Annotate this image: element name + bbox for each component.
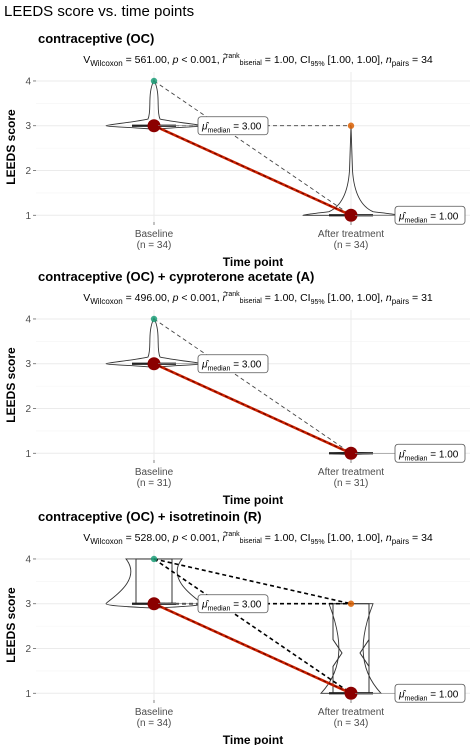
median-line-dash [153, 363, 352, 454]
median-label-box [394, 205, 466, 225]
median-label-baseline: μ̂median = 3.00 [158, 354, 269, 374]
boxplot-after [332, 603, 370, 694]
paired-line [153, 558, 352, 694]
stats-subtitle: VWilcoxon = 561.00, p < 0.001, r̂rankbis… [83, 52, 433, 68]
y-tick-label: 3 [25, 599, 31, 610]
x-tick-n: (n = 34) [334, 718, 369, 729]
y-tick-label: 2 [25, 644, 31, 655]
median-line-dash [153, 125, 352, 216]
median-dot-baseline [147, 357, 161, 371]
panel-title: contraceptive (OC) + isotretinoin (R) [38, 509, 262, 524]
x-tick-label: After treatment [318, 467, 384, 478]
y-tick-label: 1 [25, 449, 31, 460]
median-line-dash [153, 603, 352, 694]
median-label-box [394, 683, 466, 703]
panel-title: contraceptive (OC) + cyproterone acetate… [38, 269, 314, 284]
median-label-text: μ̂median = 3.00 [201, 599, 262, 613]
paired-line [153, 80, 352, 216]
median-label-text: μ̂median = 3.00 [201, 359, 262, 373]
median-label-box [394, 443, 466, 463]
y-tick-label: 1 [25, 211, 31, 222]
median-label-after: μ̂median = 1.00 [355, 683, 466, 703]
median-label-text: μ̂median = 1.00 [398, 688, 459, 702]
panel-2: contraceptive (OC) + cyproterone acetate… [4, 269, 470, 507]
paired-line [153, 558, 352, 605]
x-tick-n: (n = 34) [137, 718, 172, 729]
y-axis-title: LEEDS score [4, 347, 18, 423]
x-axis-title: Time point [223, 493, 283, 507]
point-after-3 [347, 122, 355, 129]
median-dot-baseline [147, 597, 161, 611]
x-tick-label: After treatment [318, 229, 384, 240]
panel-3: contraceptive (OC) + isotretinoin (R) VWi… [4, 509, 470, 745]
y-tick-label: 4 [25, 76, 31, 87]
median-dot-baseline [147, 119, 161, 133]
figure-title: LEEDS score vs. time points [4, 3, 194, 20]
x-tick-label: Baseline [135, 707, 174, 718]
x-tick-n: (n = 31) [137, 478, 172, 489]
y-tick-label: 3 [25, 121, 31, 132]
x-axis-title: Time point [223, 733, 283, 745]
x-tick-n: (n = 34) [137, 240, 172, 251]
x-tick-label: Baseline [135, 229, 174, 240]
x-tick-n: (n = 34) [334, 240, 369, 251]
median-label-text: μ̂median = 3.00 [201, 121, 262, 135]
point-baseline-4 [150, 77, 158, 85]
point-baseline-4 [150, 315, 158, 323]
y-tick-label: 2 [25, 404, 31, 415]
stats-subtitle: VWilcoxon = 496.00, p < 0.001, r̂rankbis… [83, 290, 433, 306]
median-label-box [197, 116, 269, 136]
x-axis-title: Time point [223, 255, 283, 269]
x-tick-n: (n = 31) [334, 478, 369, 489]
y-tick-label: 1 [25, 689, 31, 700]
y-tick-label: 4 [25, 314, 31, 325]
median-dot-after [344, 208, 358, 222]
median-label-text: μ̂median = 1.00 [398, 210, 459, 224]
y-tick-label: 3 [25, 359, 31, 370]
median-label-after: μ̂median = 1.00 [355, 443, 466, 463]
panel-title: contraceptive (OC) [38, 31, 154, 46]
x-tick-label: Baseline [135, 467, 174, 478]
median-label-baseline: μ̂median = 3.00 [158, 116, 269, 136]
median-label-box [197, 594, 269, 614]
point-baseline-4 [150, 555, 158, 563]
panel-1: contraceptive (OC) VWilcoxon = 561.00, p … [4, 31, 470, 269]
median-label-text: μ̂median = 1.00 [398, 448, 459, 462]
median-label-baseline: μ̂median = 3.00 [158, 594, 269, 614]
median-label-box [197, 354, 269, 374]
point-after-3 [347, 600, 355, 607]
stats-subtitle: VWilcoxon = 528.00, p < 0.001, r̂rankbis… [83, 530, 433, 546]
y-axis-title: LEEDS score [4, 587, 18, 663]
median-label-after: μ̂median = 1.00 [355, 205, 466, 225]
median-dot-after [344, 446, 358, 460]
x-tick-label: After treatment [318, 707, 384, 718]
median-dot-after [344, 686, 358, 700]
y-tick-label: 2 [25, 166, 31, 177]
y-tick-label: 4 [25, 554, 31, 565]
y-axis-title: LEEDS score [4, 109, 18, 185]
paired-line [153, 318, 352, 454]
